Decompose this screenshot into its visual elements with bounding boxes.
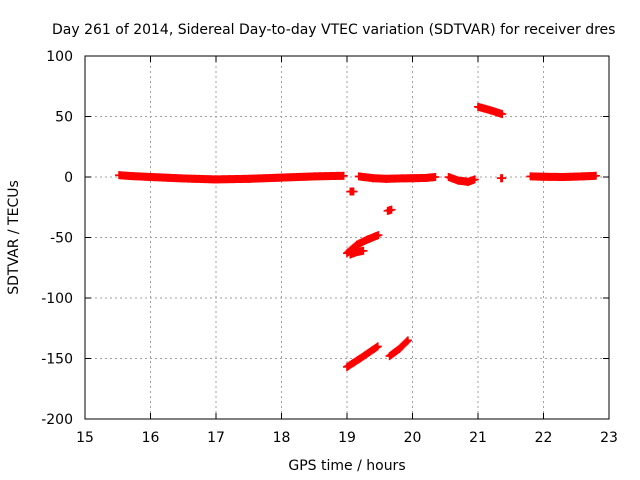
y-tick-label: 0 [64, 170, 73, 186]
chart-title: Day 261 of 2014, Sidereal Day-to-day VTE… [52, 22, 615, 38]
x-tick-label: 22 [535, 430, 553, 446]
data-points [115, 102, 600, 371]
y-axis-title: SDTVAR / TECUs [6, 180, 22, 295]
data-point [387, 205, 396, 214]
data-segment [343, 342, 382, 371]
data-segment [343, 231, 383, 258]
data-segment [444, 173, 479, 186]
data-point [498, 174, 507, 183]
x-axis-title: GPS time / hours [288, 458, 405, 474]
y-tick-label: -100 [41, 291, 73, 307]
y-tick-label: -150 [41, 352, 73, 368]
data-point [431, 173, 440, 181]
data-point [349, 187, 358, 196]
x-tick-label: 23 [600, 430, 618, 446]
y-tick-label: -200 [41, 412, 73, 428]
data-point [591, 171, 600, 180]
axis-ticks: 15 16 17 18 19 20 21 22 23 -200 -150 -100 -50 0 50 100 [41, 49, 618, 446]
data-segment [346, 187, 358, 196]
x-tick-label: 20 [404, 430, 422, 446]
data-segment [115, 171, 348, 184]
data-segment [385, 336, 412, 361]
y-tick-label: 100 [46, 49, 73, 65]
grid-lines [85, 56, 609, 419]
y-tick-label: -50 [50, 231, 73, 247]
x-tick-label: 19 [338, 430, 356, 446]
x-tick-label: 16 [142, 430, 160, 446]
data-point [402, 337, 411, 346]
data-segment [383, 205, 396, 215]
x-tick-label: 17 [207, 430, 225, 446]
data-segment [496, 174, 507, 183]
data-segment [526, 171, 600, 181]
data-segment [474, 102, 507, 119]
data-point [373, 342, 382, 351]
x-tick-label: 21 [469, 430, 487, 446]
data-point [498, 110, 507, 119]
data-point [339, 171, 348, 180]
x-tick-label: 15 [76, 430, 94, 446]
data-point [470, 175, 479, 184]
y-tick-label: 50 [55, 110, 73, 126]
data-point [372, 343, 381, 352]
data-point [403, 336, 412, 345]
data-segment [346, 246, 368, 259]
x-tick-label: 18 [273, 430, 291, 446]
data-segment [354, 172, 440, 183]
data-point [374, 231, 383, 240]
data-point [359, 246, 368, 255]
